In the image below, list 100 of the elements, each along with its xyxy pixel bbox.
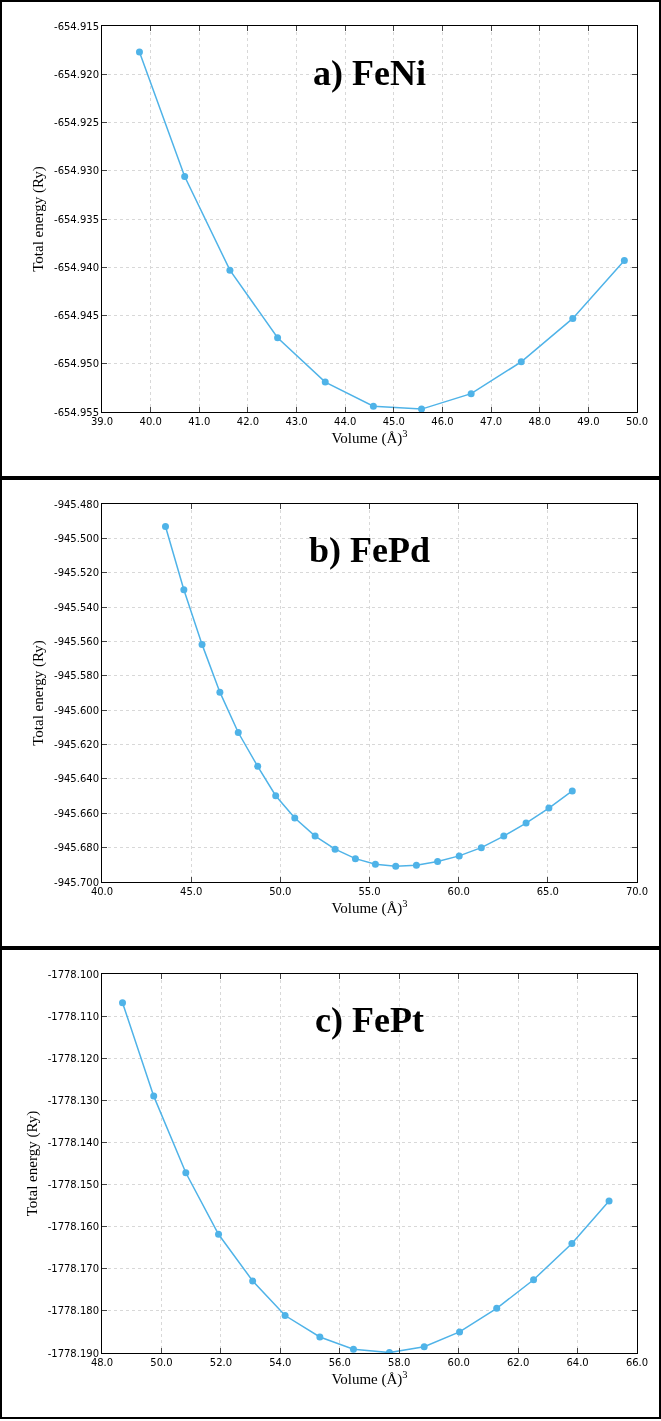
point bbox=[274, 334, 282, 342]
y-tick-label: -945.540 bbox=[54, 601, 99, 613]
y-tick-label: -945.500 bbox=[54, 532, 99, 544]
x-tick-label: 65.0 bbox=[536, 886, 559, 897]
x-tick-label: 60.0 bbox=[447, 886, 470, 897]
y-tick-label: -654.940 bbox=[54, 261, 99, 273]
y-tick-label: -945.640 bbox=[54, 773, 99, 785]
x-tick-label: 40.0 bbox=[90, 886, 114, 897]
x-tick-label: 42.0 bbox=[236, 416, 260, 427]
y-tick-label: -1778.130 bbox=[47, 1094, 99, 1106]
text: b) FePd bbox=[309, 529, 430, 570]
x-tick-label: 44.0 bbox=[334, 416, 357, 427]
y-tick-label: -654.950 bbox=[54, 358, 99, 370]
point bbox=[135, 48, 143, 56]
x-tick-label: 47.0 bbox=[479, 416, 503, 427]
y-tick-label: -945.580 bbox=[54, 670, 99, 682]
point bbox=[605, 1197, 613, 1205]
x-tick-label: 48.0 bbox=[90, 1357, 114, 1368]
x-tick-label: 60.0 bbox=[447, 1357, 470, 1368]
x-tick-label: 45.0 bbox=[180, 886, 203, 897]
point bbox=[281, 1312, 289, 1320]
point bbox=[119, 999, 127, 1007]
y-tick-label: -945.660 bbox=[54, 807, 99, 819]
x-tick-label: 39.0 bbox=[90, 416, 114, 427]
x-axis-title: Volume (Å)$^{3}$ bbox=[331, 1368, 408, 1388]
y-axis-title: Total energy (Ry) bbox=[30, 166, 48, 272]
point bbox=[226, 266, 234, 274]
y-tick-label: -654.930 bbox=[54, 165, 99, 177]
point bbox=[291, 814, 299, 822]
point bbox=[569, 314, 577, 322]
x-tick-label: 58.0 bbox=[388, 1357, 411, 1368]
x-tick-label: 52.0 bbox=[209, 1357, 233, 1368]
point bbox=[434, 858, 442, 866]
y-tick-label: -945.560 bbox=[54, 635, 99, 647]
y-tick-label: -1778.110 bbox=[47, 1010, 99, 1022]
point bbox=[161, 523, 169, 531]
x-tick-label: 49.0 bbox=[577, 416, 600, 427]
x-tick-label: 50.0 bbox=[150, 1357, 173, 1368]
y-tick-label: -1778.190 bbox=[47, 1347, 99, 1359]
point bbox=[620, 256, 628, 264]
point bbox=[467, 390, 475, 398]
point bbox=[234, 729, 242, 737]
y-axis-title: Total energy (Ry) bbox=[30, 640, 48, 746]
y-tick-label: -654.920 bbox=[54, 68, 99, 80]
point bbox=[272, 792, 280, 800]
point bbox=[500, 832, 508, 840]
x-tick-label: 40.0 bbox=[139, 416, 162, 427]
point bbox=[418, 405, 426, 412]
y-tick-label: -1778.170 bbox=[47, 1263, 99, 1275]
y-tick-label: -945.600 bbox=[54, 704, 99, 716]
x-tick-label: 62.0 bbox=[506, 1357, 530, 1368]
point bbox=[568, 787, 576, 795]
y-tick-label: -945.680 bbox=[54, 842, 99, 854]
x-tick-label: 54.0 bbox=[269, 1357, 292, 1368]
y-tick-label: -1778.140 bbox=[47, 1136, 99, 1148]
y-tick-label: -654.935 bbox=[54, 213, 99, 225]
point bbox=[522, 819, 530, 827]
point bbox=[180, 586, 188, 594]
x-tick-label: 56.0 bbox=[328, 1357, 351, 1368]
text: a) FeNi bbox=[313, 52, 426, 93]
point bbox=[517, 358, 525, 366]
point bbox=[331, 845, 339, 853]
y-tick-label: -1778.180 bbox=[47, 1305, 99, 1317]
point bbox=[254, 762, 262, 770]
x-tick-label: 50.0 bbox=[269, 886, 292, 897]
x-tick-label: 46.0 bbox=[431, 416, 454, 427]
point bbox=[392, 862, 400, 870]
y-axis-title: Total energy (Ry) bbox=[23, 1110, 41, 1217]
point bbox=[371, 860, 379, 868]
x-tick-label: 43.0 bbox=[285, 416, 308, 427]
point bbox=[455, 852, 463, 860]
x-tick-label: 45.0 bbox=[382, 416, 405, 427]
y-tick-label: -1778.150 bbox=[47, 1179, 99, 1191]
point bbox=[477, 844, 485, 852]
point bbox=[216, 688, 224, 696]
x-tick-label: 48.0 bbox=[528, 416, 551, 427]
x-axis-title: Volume (Å)$^{3}$ bbox=[331, 427, 408, 447]
point bbox=[198, 640, 206, 648]
point bbox=[420, 1343, 428, 1351]
y-tick-label: -654.955 bbox=[54, 406, 99, 418]
point bbox=[311, 832, 319, 840]
y-tick-label: -654.925 bbox=[54, 117, 99, 128]
point bbox=[530, 1276, 538, 1284]
x-tick-label: 64.0 bbox=[566, 1357, 589, 1368]
point bbox=[545, 804, 553, 812]
x-tick-label: 66.0 bbox=[625, 1357, 649, 1368]
x-axis-title: Volume (Å)$^{3}$ bbox=[331, 897, 408, 917]
point bbox=[493, 1304, 501, 1312]
y-tick-label: -1778.160 bbox=[47, 1221, 99, 1233]
y-tick-label: -945.700 bbox=[54, 876, 99, 888]
point bbox=[181, 173, 189, 181]
point bbox=[349, 1345, 357, 1353]
y-tick-label: -654.915 bbox=[54, 20, 99, 32]
point bbox=[568, 1240, 576, 1248]
y-tick-label: -945.620 bbox=[54, 739, 99, 751]
point bbox=[321, 378, 329, 386]
point bbox=[150, 1092, 158, 1100]
text: c) FePt bbox=[315, 1000, 424, 1041]
point bbox=[316, 1333, 324, 1341]
y-tick-label: -1778.120 bbox=[47, 1052, 99, 1064]
